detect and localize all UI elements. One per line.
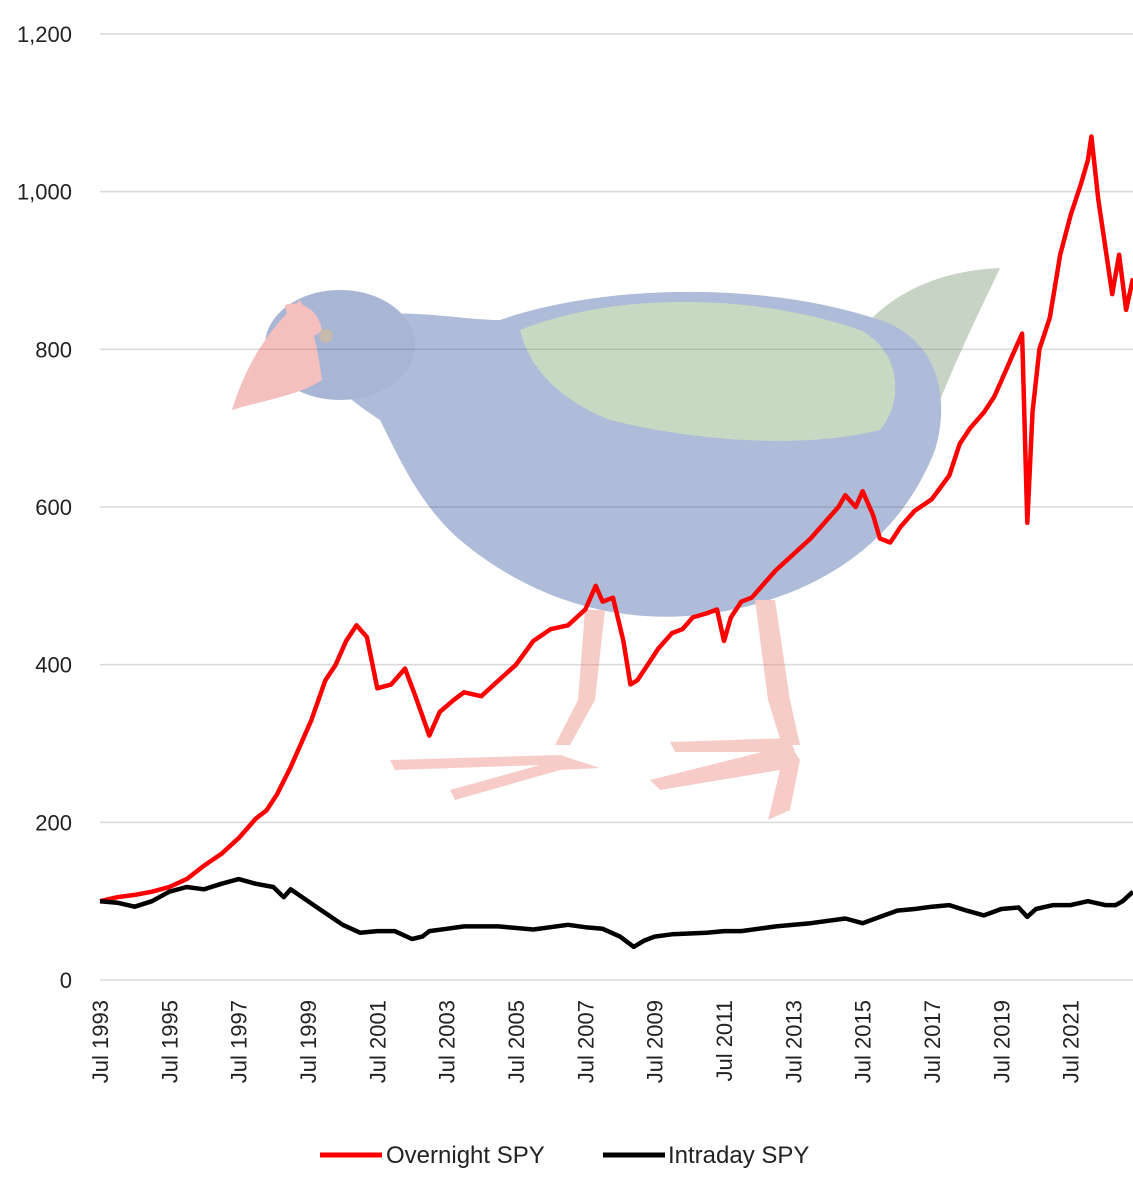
x-tick-label: Jul 2015 [851, 1000, 876, 1083]
x-tick-label: Jul 2011 [712, 1000, 737, 1082]
bird-wing [520, 301, 896, 441]
x-tick-label: Jul 1999 [296, 1000, 321, 1083]
x-axis-ticks: Jul 1993 Jul 1995 Jul 1997 Jul 1999 Jul 2001… [88, 1000, 1084, 1083]
x-tick-label: Jul 1997 [227, 1000, 252, 1083]
gridlines [100, 33, 1133, 981]
x-tick-label: Jul 1995 [157, 1000, 182, 1083]
bird-eye [319, 329, 333, 343]
bird-leg-left [555, 610, 605, 745]
bird-head [265, 290, 415, 400]
x-tick-label: Jul 2001 [365, 1000, 390, 1083]
legend-label-overnight: Overnight SPY [386, 1142, 545, 1169]
bird-toes-right-back [670, 738, 795, 752]
x-tick-label: Jul 2021 [1059, 1000, 1084, 1083]
y-tick-label: 800 [35, 337, 72, 362]
y-tick-label: 200 [35, 810, 72, 835]
bird-beak-base [285, 303, 322, 338]
x-tick-label: Jul 2007 [573, 1000, 598, 1083]
legend-label-intraday: Intraday SPY [668, 1142, 809, 1169]
y-tick-label: 1,000 [17, 180, 72, 205]
series-intraday [99, 876, 1133, 950]
y-tick-label: 1,200 [17, 22, 72, 47]
series-line [99, 134, 1133, 904]
legend: Overnight SPY Intraday SPY [320, 1142, 809, 1169]
x-tick-label: Jul 2019 [989, 1000, 1014, 1083]
bird-body [310, 291, 942, 617]
bird-toes-right [650, 745, 800, 820]
y-axis-ticks: 0 200 400 600 800 1,000 1,200 [17, 22, 72, 993]
x-tick-label: Jul 1993 [88, 1000, 113, 1083]
series-lines [99, 134, 1133, 950]
y-tick-label: 600 [35, 495, 72, 520]
x-tick-label: Jul 2013 [781, 1000, 806, 1083]
x-tick-label: Jul 2005 [504, 1000, 529, 1083]
series-line [99, 876, 1133, 950]
y-tick-label: 400 [35, 653, 72, 678]
x-tick-label: Jul 2017 [920, 1000, 945, 1083]
bird-beak [232, 300, 322, 410]
x-tick-label: Jul 2003 [435, 1000, 460, 1083]
bird-leg-right [755, 600, 800, 745]
takahe-bird-illustration [232, 268, 1000, 820]
bird-toes-left [390, 755, 600, 800]
x-tick-label: Jul 2009 [643, 1000, 668, 1083]
series-overnight [99, 134, 1133, 904]
y-tick-label: 0 [60, 968, 72, 993]
bird-tail [870, 268, 1000, 427]
